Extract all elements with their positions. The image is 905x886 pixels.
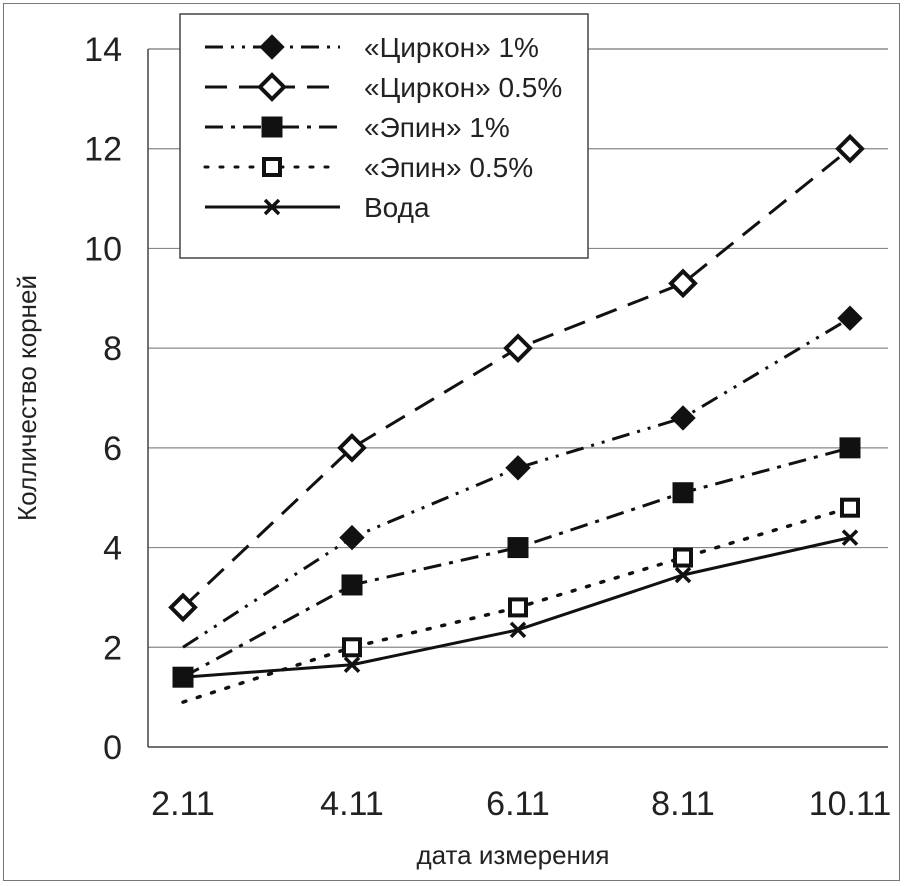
legend-label: Вода (364, 192, 430, 223)
x-tick-label: 8.11 (651, 785, 715, 823)
data-point-marker (261, 116, 283, 138)
data-point-marker (342, 637, 362, 658)
series-line (182, 446, 851, 679)
data-point-marker (505, 455, 531, 481)
series-3 (181, 497, 860, 704)
data-point-marker (673, 547, 693, 568)
legend-box (179, 13, 589, 259)
series-1 (168, 133, 865, 623)
data-point-marker (507, 537, 529, 559)
series-4 (174, 529, 859, 686)
data-point-marker (262, 157, 282, 177)
data-point-marker (837, 305, 863, 331)
data-point-marker (840, 497, 860, 518)
data-point-marker (841, 529, 859, 546)
x-tick-label: 2.11 (151, 785, 215, 823)
y-tick-label: 12 (84, 131, 122, 169)
data-point-marker (509, 621, 527, 639)
data-point-marker (259, 34, 285, 60)
y-tick-label: 0 (103, 729, 122, 767)
y-tick-label: 6 (103, 430, 122, 468)
data-point-marker (341, 574, 363, 596)
x-marker-icon (343, 656, 361, 673)
x-marker-icon (841, 529, 859, 546)
legend-label: «Циркон» 0.5% (364, 72, 562, 103)
legend-label: «Эпин» 1% (364, 112, 510, 143)
data-point-marker (337, 433, 367, 463)
y-tick-label: 10 (84, 230, 122, 268)
x-tick-label: 4.11 (320, 785, 384, 823)
x-marker-icon (174, 668, 192, 686)
series-0 (182, 305, 863, 649)
data-point-marker (672, 482, 694, 504)
x-tick-label: 6.11 (486, 785, 550, 823)
data-point-marker (674, 566, 692, 584)
data-point-marker (257, 72, 287, 102)
x-marker-icon (509, 621, 527, 639)
y-tick-label: 4 (103, 530, 122, 568)
data-point-marker (839, 437, 861, 459)
data-point-marker (263, 198, 281, 216)
chart-border (3, 3, 900, 881)
data-point-marker (168, 592, 198, 623)
legend-label: «Циркон» 1% (364, 32, 539, 63)
legend-label: «Эпин» 0.5% (364, 152, 533, 183)
data-point-marker (339, 524, 365, 551)
y-axis-label: Колличество корней (12, 275, 42, 521)
series-line (182, 316, 851, 649)
data-point-marker (508, 597, 528, 618)
data-point-marker (668, 268, 698, 299)
data-point-marker (503, 333, 533, 363)
y-tick-label: 8 (103, 330, 122, 368)
y-tick-label: 14 (84, 31, 122, 69)
x-marker-icon (263, 198, 281, 216)
x-marker-icon (674, 566, 692, 584)
data-point-marker (670, 405, 696, 431)
data-point-marker (174, 668, 192, 686)
data-point-marker (343, 656, 361, 673)
x-axis-label: дата измерения (416, 840, 609, 870)
x-tick-label: 10.11 (809, 785, 892, 823)
data-point-marker (835, 133, 865, 164)
y-tick-label: 2 (103, 629, 122, 667)
